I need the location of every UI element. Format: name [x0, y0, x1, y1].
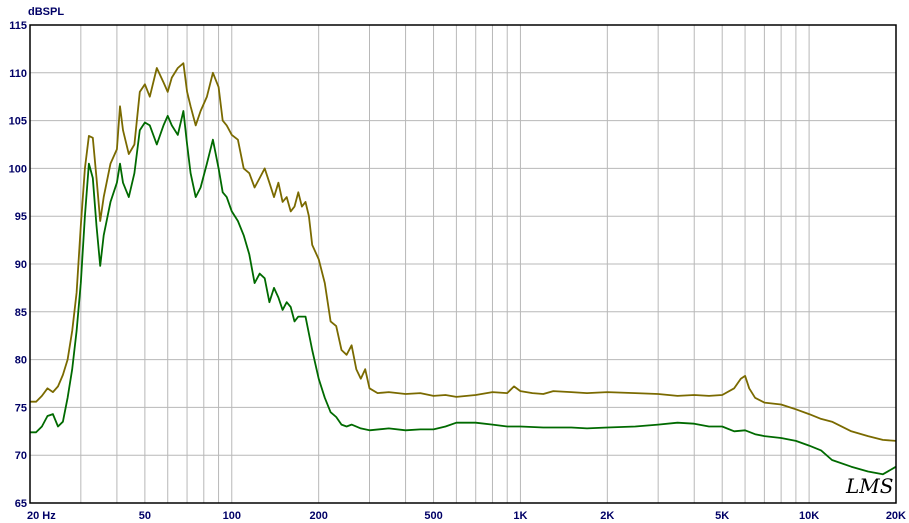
series-layer [30, 62, 897, 476]
y-tick-label: 110 [9, 68, 27, 80]
x-tick-label: 20 Hz [27, 510, 56, 522]
plot-frame [29, 24, 897, 504]
y-tick-label: 70 [15, 450, 27, 462]
y-tick-label: 85 [15, 307, 27, 319]
y-tick-label: 115 [9, 20, 27, 32]
x-tick-label: 10K [799, 510, 819, 522]
y-tick-label: 65 [15, 498, 27, 510]
label-layer: 65 70 75 80 85 90 95 100 105 110 115 20 Hz 50 100 200 5… [9, 20, 906, 522]
x-tick-label: 5K [715, 510, 729, 522]
x-tick-label: 1K [513, 510, 527, 522]
x-tick-label: 50 [139, 510, 151, 522]
y-axis-unit-label: dBSPL [28, 6, 64, 18]
x-tick-label: 500 [424, 510, 442, 522]
y-tick-label: 100 [9, 163, 27, 175]
x-tick-label: 200 [309, 510, 327, 522]
y-tick-label: 105 [9, 116, 27, 128]
x-tick-label: 20K [886, 510, 906, 522]
x-tick-label: 2K [600, 510, 614, 522]
series-line-lower [30, 110, 897, 476]
y-tick-label: 90 [15, 259, 27, 271]
x-tick-label: 100 [223, 510, 241, 522]
series-line-upper [30, 62, 897, 442]
y-tick-label: 75 [15, 402, 27, 414]
y-tick-label: 95 [15, 211, 27, 223]
lms-logo: LMS [845, 474, 893, 498]
y-tick-label: 80 [15, 355, 27, 367]
